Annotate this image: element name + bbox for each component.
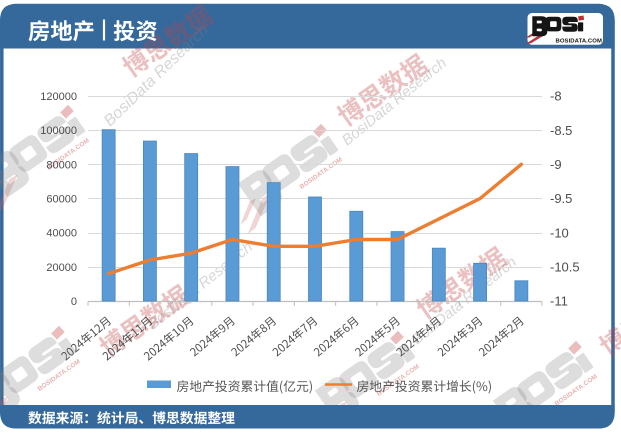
svg-text:-8.5: -8.5 — [550, 123, 572, 138]
svg-text:100000: 100000 — [40, 125, 77, 137]
svg-text:120000: 120000 — [40, 91, 77, 103]
svg-text:-10.5: -10.5 — [550, 259, 580, 274]
svg-text:-9.5: -9.5 — [550, 191, 572, 206]
svg-text:0: 0 — [71, 296, 77, 308]
svg-text:-10: -10 — [550, 225, 569, 240]
svg-text:BOSIDATA.COM: BOSIDATA.COM — [556, 38, 602, 44]
svg-text:80000: 80000 — [46, 159, 77, 171]
svg-text:-9: -9 — [550, 157, 562, 172]
svg-text:-11: -11 — [550, 294, 568, 309]
svg-text:60000: 60000 — [46, 194, 77, 206]
svg-text:-8: -8 — [550, 89, 562, 104]
svg-text:40000: 40000 — [46, 228, 77, 240]
svg-text:20000: 20000 — [46, 262, 77, 274]
